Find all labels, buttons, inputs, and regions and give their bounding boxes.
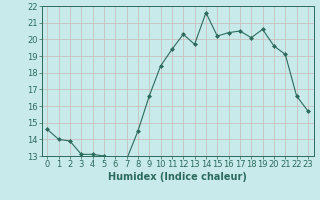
X-axis label: Humidex (Indice chaleur): Humidex (Indice chaleur) (108, 172, 247, 182)
